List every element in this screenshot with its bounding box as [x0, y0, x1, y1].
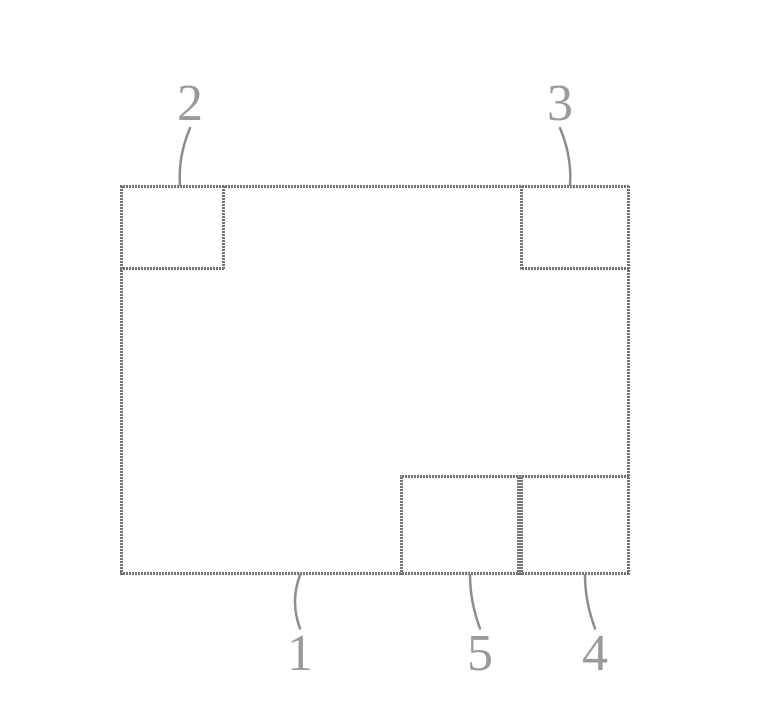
- box4: [520, 475, 630, 575]
- label-2: 2: [177, 75, 203, 132]
- label-4: 4: [582, 625, 608, 682]
- box3: [520, 185, 630, 270]
- leader-5: [470, 575, 480, 628]
- leader-4: [585, 575, 595, 628]
- leader-2: [180, 128, 190, 185]
- leader-1: [295, 575, 300, 628]
- label-3: 3: [547, 75, 573, 132]
- label-5: 5: [467, 625, 493, 682]
- leader-3: [560, 128, 570, 185]
- outer-frame: [120, 185, 630, 575]
- box5: [400, 475, 520, 575]
- box2: [120, 185, 225, 270]
- schematic-diagram: 2 3 1 5 4: [0, 0, 769, 714]
- label-1: 1: [287, 625, 313, 682]
